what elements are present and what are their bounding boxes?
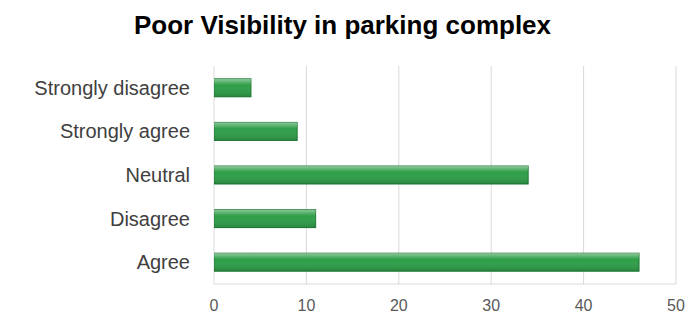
chart-container: Poor Visibility in parking complex 0 10 20 3… [0, 0, 685, 321]
bar-shade [214, 79, 251, 97]
bar [214, 122, 297, 140]
tick-label: 20 [390, 297, 408, 314]
tick-label: 10 [298, 297, 316, 314]
bar-shade [214, 122, 297, 140]
bar-shade [214, 210, 316, 228]
bar [214, 79, 251, 97]
category-label: Disagree [110, 208, 190, 230]
chart-svg: Poor Visibility in parking complex 0 10 20 3… [0, 0, 685, 321]
chart-title: Poor Visibility in parking complex [134, 10, 552, 40]
grid-line [583, 66, 584, 284]
bars-group [214, 79, 639, 271]
category-label: Strongly agree [60, 120, 190, 142]
tick-label: 30 [482, 297, 500, 314]
bar [214, 253, 639, 271]
grid-line [676, 66, 677, 284]
bar-shade [214, 253, 639, 271]
bar-shade [214, 166, 528, 184]
tick-label: 0 [210, 297, 219, 314]
bar [214, 210, 316, 228]
bar [214, 166, 528, 184]
category-label: Strongly disagree [34, 77, 190, 99]
category-label: Agree [137, 251, 190, 273]
x-axis-line [214, 284, 676, 285]
tick-label: 40 [575, 297, 593, 314]
tick-label: 50 [667, 297, 685, 314]
category-label: Neutral [126, 164, 190, 186]
